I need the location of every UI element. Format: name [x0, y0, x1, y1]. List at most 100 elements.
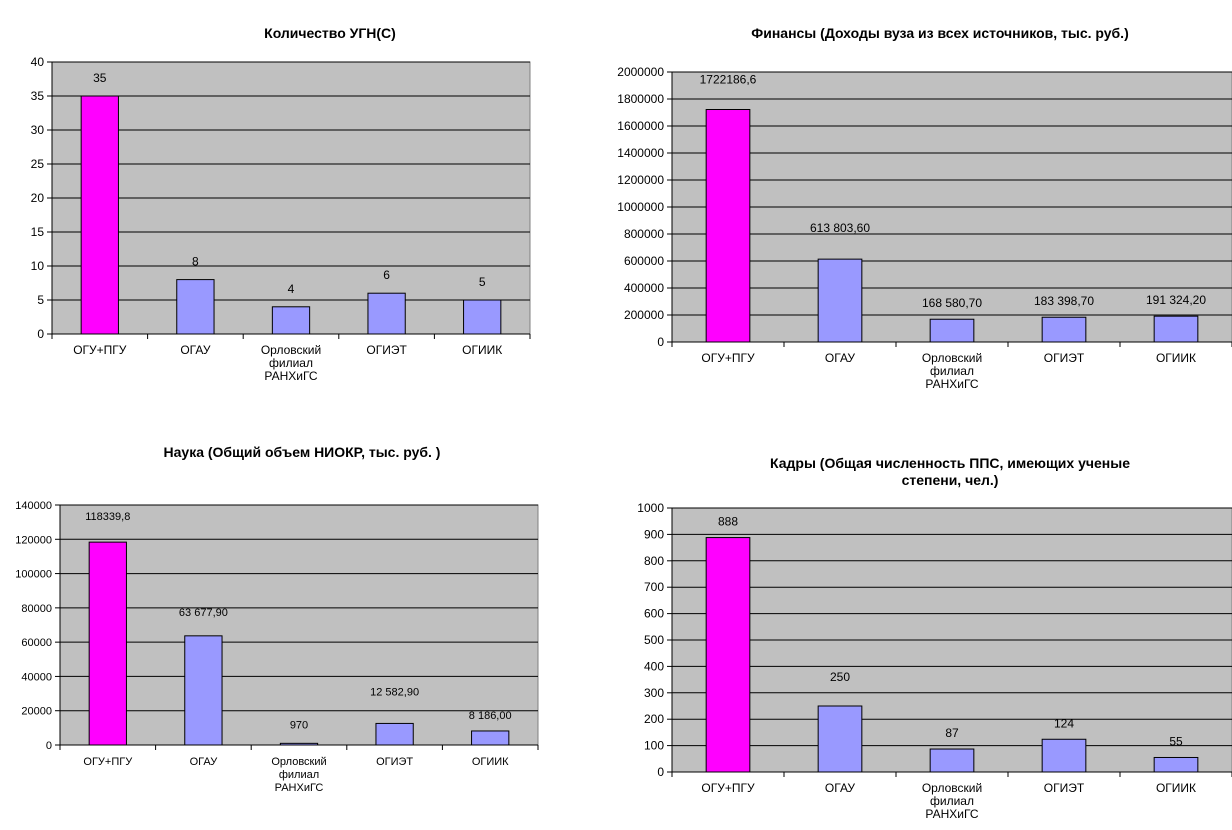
chart-3-data-label-1: 250: [830, 670, 850, 684]
chart-2-plot-area: [59, 504, 539, 746]
chart-2-title-line-0: Наука (Общий объем НИОКР, тыс. руб. ): [164, 444, 441, 460]
chart-1-bar-3: [1041, 316, 1087, 343]
chart-2-data-label-0: 118339,8: [85, 511, 130, 523]
chart-0-category-label-2: РАНХиГС: [264, 369, 318, 383]
chart-0-bar-1: [176, 279, 215, 335]
chart-1-category-label-2: РАНХиГС: [925, 377, 979, 391]
chart-0-category-label-2: филиал: [269, 356, 313, 370]
chart-2-category-label-4: ОГИИК: [472, 756, 509, 768]
chart-2-category-label-2: Орловский: [271, 756, 326, 768]
chart-2-category-label-3: ОГИЭТ: [376, 756, 413, 768]
chart-1-title-line-0: Финансы (Доходы вуза из всех источников,…: [751, 25, 1128, 41]
chart-1-y-tick-label: 200000: [624, 308, 664, 322]
chart-2-data-label-3: 12 582,90: [370, 686, 419, 698]
chart-0-title-line-0: Количество УГН(С): [264, 25, 396, 41]
chart-2-bar-0: [88, 541, 127, 746]
chart-2-y-tick-label: 40000: [21, 671, 52, 683]
chart-1-data-label-4: 191 324,20: [1146, 293, 1206, 307]
chart-finance-svg: Финансы (Доходы вуза из всех источников,…: [617, 25, 1232, 391]
chart-ugns: Количество УГН(С) 0 5 10 15 20 25 30 35 40 35 ОГУ+П…: [0, 0, 560, 400]
chart-3-bar-2: [929, 748, 975, 773]
chart-2-y-tick-label: 140000: [15, 500, 52, 512]
chart-3-y-tick-label: 1000: [637, 501, 664, 515]
chart-1-category-label-1: ОГАУ: [825, 351, 856, 365]
chart-3-y-tick-label: 900: [644, 527, 664, 541]
chart-3-category-label-2: Орловский: [922, 781, 982, 795]
chart-1-y-tick-label: 1200000: [617, 173, 664, 187]
chart-0-y-tick-label: 25: [31, 157, 45, 171]
chart-3-y-tick-label: 200: [644, 712, 664, 726]
chart-1-bar-1: [817, 258, 863, 343]
chart-1-category-label-4: ОГИИК: [1156, 351, 1196, 365]
chart-3-category-label-3: ОГИЭТ: [1044, 781, 1085, 795]
chart-3-y-tick-label: 700: [644, 580, 664, 594]
chart-1-y-tick-label: 1600000: [617, 119, 664, 133]
chart-2-bar-2: [279, 742, 319, 746]
chart-2-y-tick-label: 20000: [21, 706, 52, 718]
chart-3-category-label-4: ОГИИК: [1156, 781, 1196, 795]
chart-1-y-tick-label: 600000: [624, 254, 664, 268]
chart-1-y-tick-label: 800000: [624, 227, 664, 241]
chart-science: Наука (Общий объем НИОКР, тыс. руб. ) 0 20…: [0, 430, 560, 830]
chart-3-bar-0: [705, 537, 751, 773]
chart-3-bar-4: [1153, 756, 1199, 773]
chart-1-y-tick-label: 1000000: [617, 200, 664, 214]
chart-3-y-tick-label: 500: [644, 633, 664, 647]
chart-2-category-label-1: ОГАУ: [190, 756, 219, 768]
chart-0-data-label-0: 35: [93, 71, 107, 85]
chart-0-category-label-0: ОГУ+ПГУ: [73, 343, 127, 357]
chart-2-y-tick-label: 0: [46, 740, 52, 752]
chart-2-y-tick-label: 80000: [21, 603, 52, 615]
chart-3-y-tick-label: 100: [644, 739, 664, 753]
chart-3-data-label-0: 888: [718, 515, 738, 529]
chart-science-svg: Наука (Общий объем НИОКР, тыс. руб. ) 0 20…: [15, 444, 539, 794]
chart-2-category-label-2: филиал: [279, 769, 319, 781]
chart-2-data-label-1: 63 677,90: [179, 607, 228, 619]
chart-1-y-tick-label: 400000: [624, 281, 664, 295]
chart-staff-svg: Кадры (Общая численность ППС, имеющих уч…: [637, 455, 1232, 821]
chart-1-category-label-2: Орловский: [922, 351, 982, 365]
chart-0-data-label-1: 8: [192, 255, 199, 269]
chart-2-bar-3: [375, 722, 414, 746]
chart-1-y-tick-label: 2000000: [617, 65, 664, 79]
chart-ugns-svg: Количество УГН(С) 0 5 10 15 20 25 30 35 40 35 ОГУ+П…: [31, 25, 531, 383]
chart-staff: Кадры (Общая численность ППС, имеющих уч…: [580, 440, 1232, 830]
chart-2-bar-4: [471, 730, 510, 746]
chart-0-y-tick-label: 0: [37, 327, 44, 341]
chart-3-data-label-2: 87: [945, 726, 959, 740]
chart-2-bar-1: [184, 635, 223, 746]
chart-1-data-label-2: 168 580,70: [922, 296, 982, 310]
chart-0-category-label-1: ОГАУ: [180, 343, 211, 357]
chart-1-data-label-0: 1722186,6: [700, 73, 757, 87]
chart-1-y-tick-label: 1400000: [617, 146, 664, 160]
chart-1-category-label-2: филиал: [930, 364, 974, 378]
chart-1-y-tick-label: 1800000: [617, 92, 664, 106]
chart-0-bar-0: [80, 95, 119, 335]
chart-0-bar-3: [367, 292, 406, 335]
chart-0-bar-4: [463, 299, 502, 335]
chart-3-category-label-1: ОГАУ: [825, 781, 856, 795]
chart-0-y-tick-label: 35: [31, 89, 45, 103]
chart-3-y-tick-label: 0: [657, 765, 664, 779]
chart-3-category-label-0: ОГУ+ПГУ: [701, 781, 755, 795]
chart-3-y-tick-label: 300: [644, 686, 664, 700]
chart-3-category-label-2: филиал: [930, 794, 974, 808]
chart-1-bar-0: [705, 109, 751, 343]
chart-0-y-tick-label: 40: [31, 55, 45, 69]
chart-2-y-tick-label: 100000: [15, 569, 52, 581]
chart-2-data-label-4: 8 186,00: [469, 710, 512, 722]
chart-2-y-tick-label: 120000: [15, 534, 52, 546]
chart-1-bar-2: [929, 318, 975, 343]
chart-0-data-label-3: 6: [383, 268, 390, 282]
chart-1-category-label-0: ОГУ+ПГУ: [701, 351, 755, 365]
chart-1-y-tick-label: 0: [657, 335, 664, 349]
chart-0-category-label-4: ОГИИК: [462, 343, 502, 357]
chart-0-y-tick-label: 15: [31, 225, 45, 239]
chart-0-y-tick-label: 10: [31, 259, 45, 273]
chart-3-category-label-2: РАНХиГС: [925, 807, 979, 821]
chart-3-data-label-4: 55: [1169, 734, 1183, 748]
chart-1-data-label-3: 183 398,70: [1034, 294, 1094, 308]
chart-3-title-line-1: степени, чел.): [902, 472, 999, 488]
chart-3-data-label-3: 124: [1054, 716, 1074, 730]
chart-2-y-tick-label: 60000: [21, 637, 52, 649]
